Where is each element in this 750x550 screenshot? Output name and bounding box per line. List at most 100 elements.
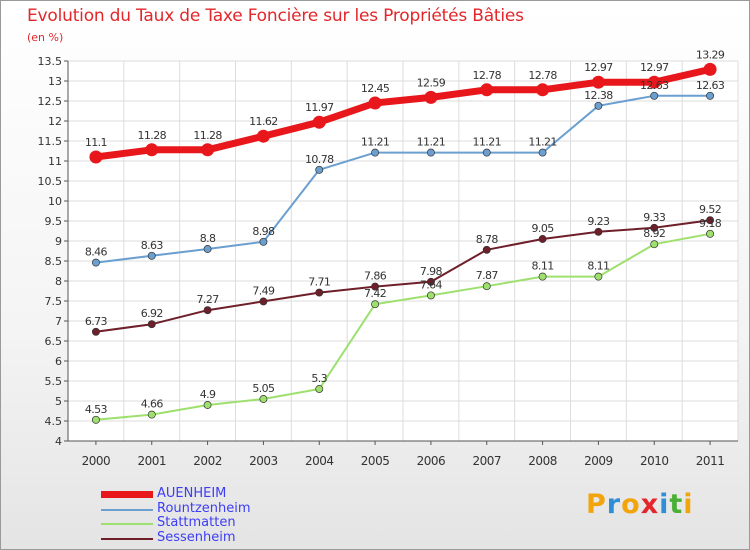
data-point-sessenheim xyxy=(91,327,100,336)
data-point-sessenheim xyxy=(371,282,380,291)
data-label-auenheim: 12.59 xyxy=(417,76,446,89)
data-point-sessenheim xyxy=(594,227,603,236)
y-tick-label: 11 xyxy=(48,155,62,168)
data-point-auenheim xyxy=(480,83,494,97)
data-point-stattmatten xyxy=(426,291,435,300)
x-tick-label: 2010 xyxy=(640,454,669,468)
data-point-stattmatten xyxy=(315,385,324,393)
data-point-sessenheim xyxy=(426,277,435,286)
data-label-auenheim: 12.45 xyxy=(361,82,390,95)
y-tick-label: 6 xyxy=(55,355,62,368)
data-label-auenheim: 11.1 xyxy=(85,136,107,149)
data-label-sessenheim: 9.23 xyxy=(587,215,610,228)
x-tick-label: 2003 xyxy=(249,454,278,468)
data-label-sessenheim: 8.78 xyxy=(476,233,499,246)
data-label-auenheim: 12.97 xyxy=(584,61,613,74)
data-point-auenheim xyxy=(368,96,382,110)
logo-letter: o xyxy=(621,489,641,520)
data-label-auenheim: 12.78 xyxy=(528,69,557,82)
data-label-auenheim: 11.28 xyxy=(193,129,222,142)
data-label-auenheim: 11.62 xyxy=(249,115,278,128)
y-tick-label: 13 xyxy=(48,75,62,88)
x-tick-label: 2004 xyxy=(305,454,334,468)
y-tick-label: 13.5 xyxy=(38,55,63,68)
data-label-stattmatten: 4.9 xyxy=(200,388,216,401)
y-tick-label: 11.5 xyxy=(38,135,63,148)
data-label-auenheim: 11.97 xyxy=(305,101,334,114)
proxiti-logo: Proxiti xyxy=(586,489,694,520)
data-label-rountzenheim: 11.21 xyxy=(417,136,446,149)
legend-label-sessenheim: Sessenheim xyxy=(157,529,236,545)
data-point-auenheim xyxy=(256,129,270,143)
y-tick-label: 7 xyxy=(55,315,62,328)
legend-swatch-auenheim xyxy=(101,491,153,498)
series-line-rountzenheim xyxy=(94,94,712,264)
x-tick-label: 2001 xyxy=(137,454,166,468)
data-label-stattmatten: 7.87 xyxy=(476,269,499,282)
data-point-rountzenheim xyxy=(650,91,659,100)
data-point-auenheim xyxy=(647,75,661,89)
data-point-rountzenheim xyxy=(315,165,324,174)
data-point-auenheim xyxy=(89,150,103,164)
x-tick-label: 2007 xyxy=(472,454,501,468)
y-unit-label: (en %) xyxy=(27,31,64,44)
data-label-stattmatten: 7.42 xyxy=(364,287,386,300)
data-point-stattmatten xyxy=(594,272,603,281)
data-label-rountzenheim: 12.38 xyxy=(584,89,613,102)
data-label-stattmatten: 8.11 xyxy=(532,260,554,273)
y-tick-label: 4.5 xyxy=(45,415,63,428)
data-point-auenheim xyxy=(536,83,550,97)
data-point-auenheim xyxy=(703,62,717,76)
series-line-sessenheim xyxy=(94,219,712,333)
data-point-stattmatten xyxy=(91,415,100,424)
data-label-rountzenheim: 11.21 xyxy=(361,136,390,149)
data-label-stattmatten: 9.18 xyxy=(699,217,722,230)
logo-letter: P xyxy=(586,489,607,520)
data-point-auenheim xyxy=(145,143,159,157)
data-point-rountzenheim xyxy=(482,148,491,157)
data-point-stattmatten xyxy=(482,282,491,291)
data-point-stattmatten xyxy=(538,272,547,281)
legend-swatch-rountzenheim xyxy=(101,508,153,511)
data-point-rountzenheim xyxy=(147,251,156,260)
data-point-sessenheim xyxy=(147,320,156,329)
data-label-rountzenheim: 11.21 xyxy=(528,136,557,149)
data-point-auenheim xyxy=(424,90,438,104)
data-point-rountzenheim xyxy=(538,148,547,157)
series-line-stattmatten xyxy=(94,232,712,421)
data-label-rountzenheim: 10.78 xyxy=(305,153,334,166)
x-tick-label: 2011 xyxy=(696,454,725,468)
data-label-rountzenheim: 8.63 xyxy=(141,239,164,252)
data-point-stattmatten xyxy=(650,240,659,249)
logo-letter: r xyxy=(606,489,622,520)
data-label-stattmatten: 8.11 xyxy=(587,260,609,273)
data-label-rountzenheim: 8.8 xyxy=(200,232,216,245)
y-tick-label: 12.5 xyxy=(38,95,63,108)
data-point-rountzenheim xyxy=(594,101,603,110)
logo-letter: i xyxy=(683,489,694,520)
y-tick-label: 7.5 xyxy=(45,295,63,308)
data-label-rountzenheim: 12.63 xyxy=(696,79,725,92)
y-tick-label: 9.5 xyxy=(45,215,63,228)
data-point-rountzenheim xyxy=(91,258,100,267)
y-tick-label: 4 xyxy=(55,435,62,448)
logo-letter: i xyxy=(659,489,670,520)
data-label-sessenheim: 7.71 xyxy=(308,276,330,289)
data-point-sessenheim xyxy=(538,235,547,243)
data-point-sessenheim xyxy=(482,245,491,254)
legend-swatch-stattmatten xyxy=(101,523,153,525)
y-tick-label: 5.5 xyxy=(45,375,63,388)
data-label-stattmatten: 4.66 xyxy=(141,398,164,411)
data-label-auenheim: 11.28 xyxy=(138,129,167,142)
data-point-stattmatten xyxy=(706,229,715,238)
y-tick-label: 10 xyxy=(48,195,62,208)
logo-letter: x xyxy=(640,489,660,520)
data-point-auenheim xyxy=(591,75,605,89)
y-tick-label: 10.5 xyxy=(38,175,63,188)
x-tick-label: 2000 xyxy=(82,454,111,468)
data-label-stattmatten: 8.92 xyxy=(643,227,665,240)
data-point-rountzenheim xyxy=(203,245,212,253)
data-point-stattmatten xyxy=(371,300,380,309)
y-tick-label: 8.5 xyxy=(45,255,63,268)
